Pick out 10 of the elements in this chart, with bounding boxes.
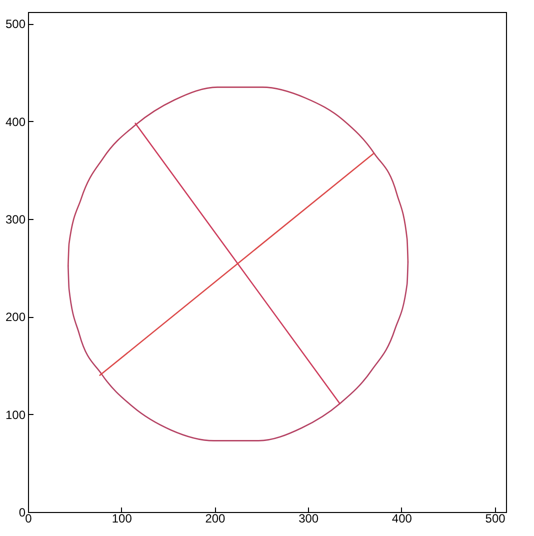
y-tick-label: 200 [5,310,26,324]
x-tick-label: 200 [205,512,226,526]
x-tick-label: 100 [112,512,132,526]
y-tick-label: 300 [5,212,26,227]
y-tick-label: 100 [5,408,26,422]
y-tick-label: 500 [5,17,26,32]
x-tick-label: 400 [392,512,412,526]
x-tick-label: 500 [485,512,506,526]
x-tick-label: 300 [298,512,319,526]
y-tick-label: 400 [5,114,26,129]
